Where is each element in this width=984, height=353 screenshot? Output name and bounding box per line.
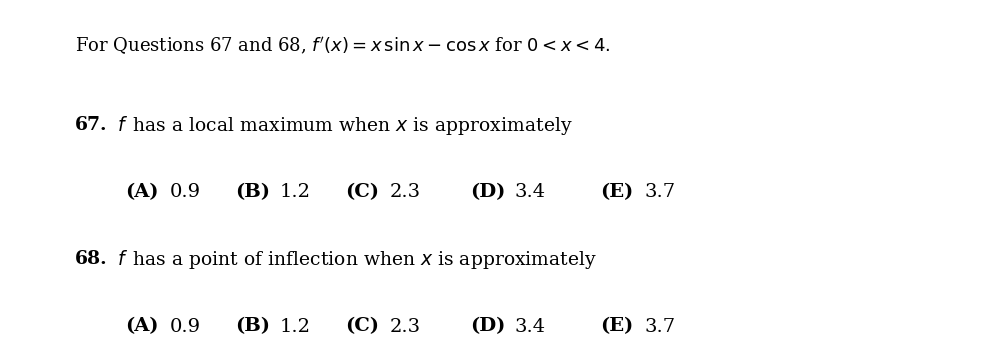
Text: 3.4: 3.4 <box>515 318 546 335</box>
Text: (C): (C) <box>345 184 379 201</box>
Text: 0.9: 0.9 <box>170 318 201 335</box>
Text: (A): (A) <box>125 184 158 201</box>
Text: (C): (C) <box>345 318 379 335</box>
Text: 67.: 67. <box>75 116 107 134</box>
Text: (B): (B) <box>235 184 270 201</box>
Text: 68.: 68. <box>75 251 107 268</box>
Text: $f\,$ has a local maximum when $x$ is approximately: $f\,$ has a local maximum when $x$ is ap… <box>117 114 573 137</box>
Text: (A): (A) <box>125 318 158 335</box>
Text: 2.3: 2.3 <box>390 318 421 335</box>
Text: 3.7: 3.7 <box>645 318 676 335</box>
Text: 1.2: 1.2 <box>280 318 311 335</box>
Text: (E): (E) <box>600 184 634 201</box>
Text: 1.2: 1.2 <box>280 184 311 201</box>
Text: $f\,$ has a point of inflection when $x$ is approximately: $f\,$ has a point of inflection when $x$… <box>117 248 597 271</box>
Text: 2.3: 2.3 <box>390 184 421 201</box>
Text: (E): (E) <box>600 318 634 335</box>
Text: (B): (B) <box>235 318 270 335</box>
Text: For Questions 67 and 68, $f'(x) = x\,\mathrm{sin}\,x - \mathrm{cos}\,x$ for $0 <: For Questions 67 and 68, $f'(x) = x\,\ma… <box>75 35 610 57</box>
Text: 0.9: 0.9 <box>170 184 201 201</box>
Text: 3.7: 3.7 <box>645 184 676 201</box>
Text: (D): (D) <box>470 318 506 335</box>
Text: (D): (D) <box>470 184 506 201</box>
Text: 3.4: 3.4 <box>515 184 546 201</box>
